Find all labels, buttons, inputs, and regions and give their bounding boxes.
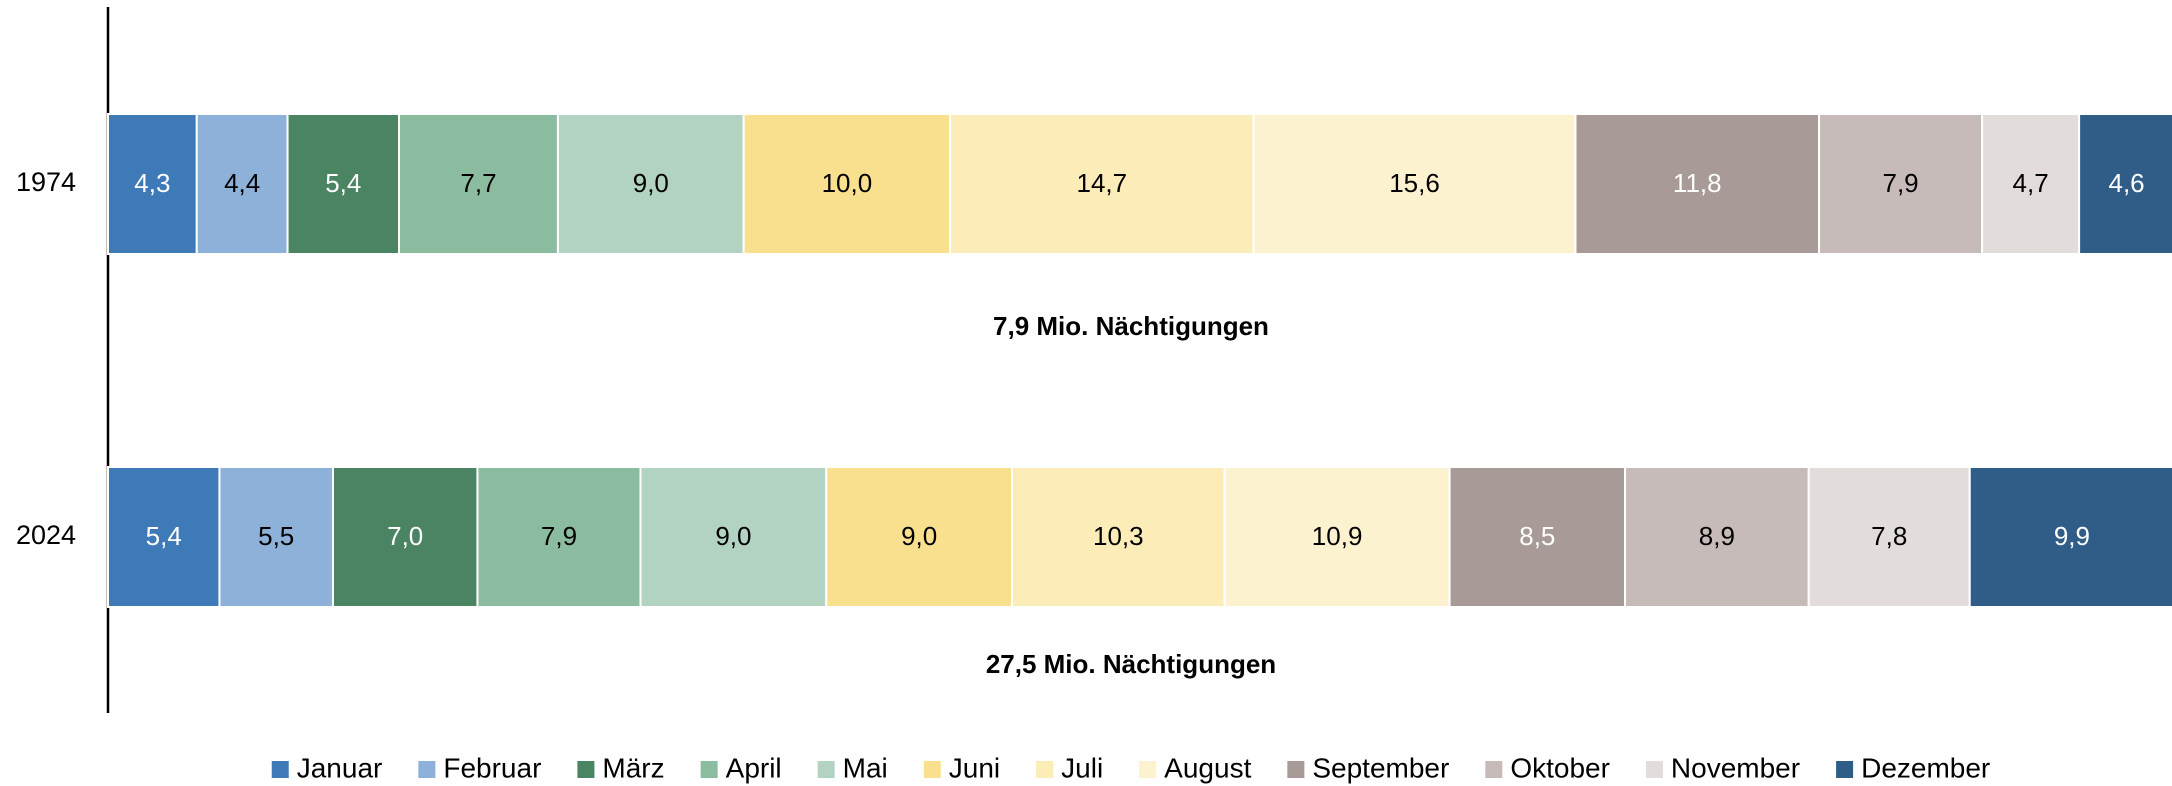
bar-segment [1981, 113, 2081, 255]
data-label: 4,6 [2109, 168, 2145, 198]
data-label: 5,4 [146, 521, 182, 551]
data-label: 10,0 [822, 168, 873, 198]
legend-label: November [1671, 752, 1800, 783]
data-label: 11,8 [1673, 168, 1722, 198]
legend-label: März [602, 752, 664, 783]
data-label: 7,0 [387, 521, 423, 551]
data-label: 8,9 [1699, 521, 1735, 551]
bar-segment [1448, 466, 1627, 608]
data-label: 4,7 [2013, 168, 2049, 198]
data-label: 7,9 [1883, 168, 1919, 198]
bar-segment [639, 466, 828, 608]
bar-segment [742, 113, 952, 255]
bar-segment [2078, 113, 2172, 255]
legend-label: Juni [949, 752, 1000, 783]
data-label: 10,3 [1093, 521, 1144, 551]
data-label: 15,6 [1389, 168, 1440, 198]
bar-segment [1624, 466, 1810, 608]
legend-swatch [1485, 761, 1503, 778]
legend-label: Januar [297, 752, 383, 783]
legend-swatch [1139, 761, 1157, 778]
bar-segment [286, 113, 401, 255]
data-label: 9,0 [901, 521, 937, 551]
y-tick-label: 1974 [16, 167, 76, 197]
bar-segment [1252, 113, 1577, 255]
legend-swatch [1836, 761, 1854, 778]
legend-label: August [1164, 752, 1251, 783]
data-label: 9,0 [715, 521, 751, 551]
data-label: 7,7 [460, 168, 496, 198]
data-label: 7,9 [541, 521, 577, 551]
legend-swatch [700, 761, 718, 778]
legend-swatch [418, 761, 436, 778]
legend-swatch [271, 761, 289, 778]
data-label: 8,5 [1519, 521, 1555, 551]
data-label: 10,9 [1312, 521, 1363, 551]
bar-segment [1968, 466, 2172, 608]
annotation: 7,9 Mio. Nächtigungen [993, 311, 1269, 341]
bar-segment [1011, 466, 1226, 608]
data-label: 4,4 [224, 168, 260, 198]
bar-segment [476, 466, 642, 608]
legend-swatch [923, 761, 941, 778]
legend-label: Mai [843, 752, 888, 783]
data-label: 7,8 [1871, 521, 1907, 551]
legend-label: Oktober [1510, 752, 1610, 783]
legend-label: Juli [1061, 752, 1103, 783]
data-label: 5,4 [325, 168, 361, 198]
data-label: 14,7 [1077, 168, 1128, 198]
bar-segment [1818, 113, 1984, 255]
bar-segment [1807, 466, 1971, 608]
legend-label: Dezember [1861, 752, 1990, 783]
data-label: 9,9 [2054, 521, 2090, 551]
data-label: 4,3 [134, 168, 170, 198]
bar-segment [218, 466, 334, 608]
legend-label: Februar [443, 752, 541, 783]
legend-label: September [1312, 752, 1449, 783]
legend-label: April [726, 752, 782, 783]
data-label: 5,5 [258, 521, 294, 551]
legend-swatch [1645, 761, 1663, 778]
legend-swatch [817, 761, 835, 778]
data-label: 9,0 [633, 168, 669, 198]
bar-segment [1574, 113, 1821, 255]
y-tick-label: 2024 [16, 520, 76, 550]
bar-segment [825, 466, 1014, 608]
bar-segment [195, 113, 289, 255]
annotation: 27,5 Mio. Nächtigungen [986, 649, 1276, 679]
bar-segment [1223, 466, 1451, 608]
legend-swatch [577, 761, 595, 778]
legend-swatch [1036, 761, 1054, 778]
legend-swatch [1287, 761, 1305, 778]
